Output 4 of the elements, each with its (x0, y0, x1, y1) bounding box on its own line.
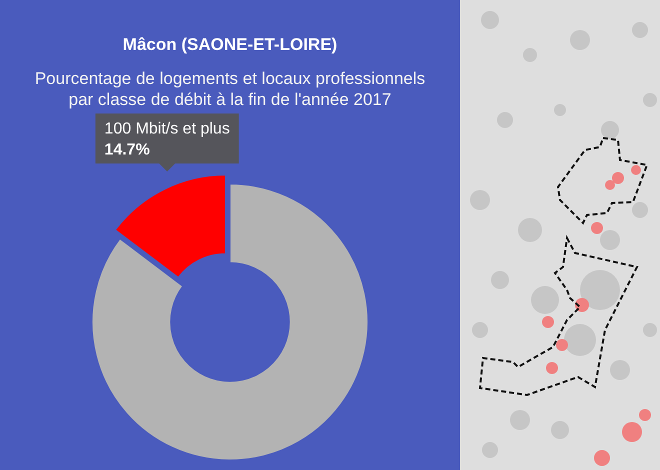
data-label: 14.7% (104, 142, 150, 159)
chart-title: Mâcon (SAONE-ET-LOIRE) (122, 35, 338, 54)
chart-subtitle: Pourcentage de logements et locaux professionnels par classe de débit à la fin de l'année 2017 (34, 69, 426, 109)
slice-label: 100 Mbit/s et plus (104, 120, 230, 138)
